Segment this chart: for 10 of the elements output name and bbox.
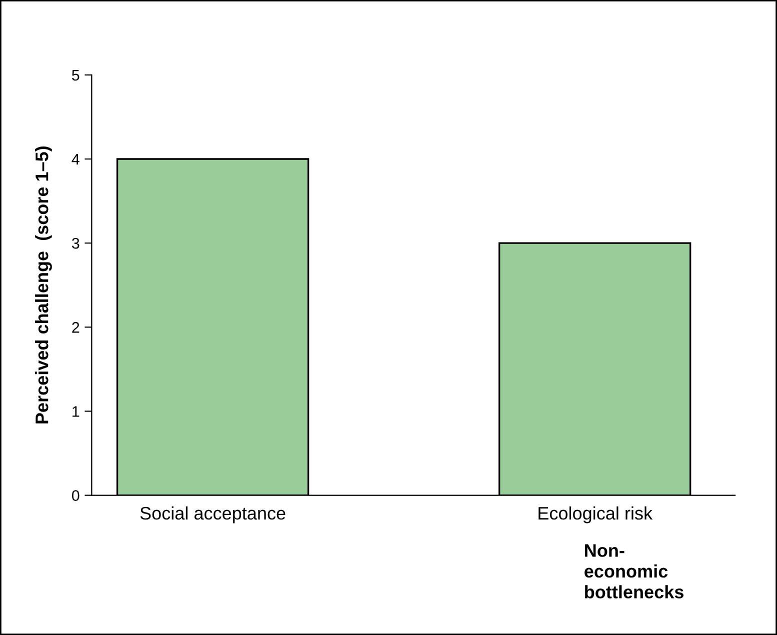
x-axis-title: Non-economic bottlenecks (584, 544, 684, 598)
y-tick-label: 5 (72, 70, 80, 81)
x-tick-label: Social acceptance (140, 506, 286, 524)
y-axis-title: Perceived challenge (score 1–5) (35, 146, 52, 424)
y-tick-label: 0 (72, 490, 80, 501)
y-tick-label: 4 (72, 154, 80, 165)
x-tick-label: Ecological risk (538, 506, 653, 524)
y-tick-label: 1 (72, 406, 80, 417)
y-tick-label: 3 (72, 238, 80, 249)
y-tick-label: 2 (72, 322, 80, 333)
